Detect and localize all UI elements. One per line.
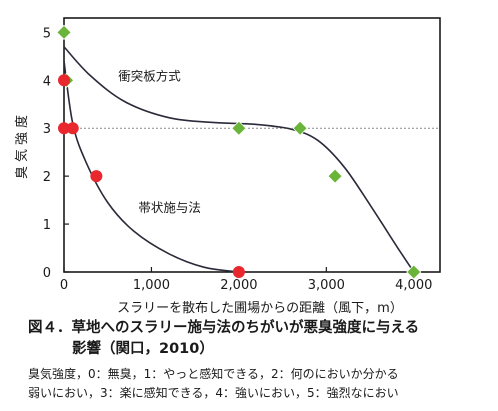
note-line-2: 弱いにおい，3：楽に感知できる，4：強いにおい，5：強烈なにおい bbox=[28, 386, 399, 400]
odor-scale-note: 臭気強度，0：無臭，1：やっと感知できる，2：何のにおいか分かる 弱いにおい，3… bbox=[28, 365, 493, 403]
point-series-0 bbox=[56, 24, 72, 40]
curve-label: 衝突板方式 bbox=[118, 68, 181, 83]
y-tick-label: 2 bbox=[43, 170, 51, 185]
data-markers bbox=[56, 24, 422, 280]
caption-line-2: 影響（関口，2010） bbox=[72, 341, 214, 357]
caption-line-1: 図４．草地へのスラリー施与法のちがいが悪臭強度に与える bbox=[28, 320, 420, 336]
curve-series-1 bbox=[63, 61, 239, 273]
y-tick-label: 1 bbox=[43, 218, 51, 233]
fitted-curves bbox=[63, 46, 415, 273]
curve-series-0 bbox=[63, 46, 415, 273]
point-series-1 bbox=[232, 266, 245, 278]
x-axis-ticks: 0 1,000 2,000 3,000 4,000 bbox=[60, 267, 432, 293]
y-tick-label: 0 bbox=[43, 266, 51, 281]
point-series-0 bbox=[292, 120, 308, 136]
x-tick-label: 4,000 bbox=[395, 278, 432, 293]
note-line-1: 臭気強度，0：無臭，1：やっと感知できる，2：何のにおいか分かる bbox=[28, 367, 399, 381]
point-series-0 bbox=[231, 120, 247, 136]
x-tick-label: 1,000 bbox=[133, 278, 170, 293]
point-series-0 bbox=[406, 264, 422, 280]
point-series-1 bbox=[90, 170, 103, 183]
x-tick-label: 3,000 bbox=[308, 278, 345, 293]
y-tick-label: 5 bbox=[43, 26, 51, 41]
y-tick-label: 3 bbox=[43, 122, 51, 137]
y-tick-label: 4 bbox=[43, 74, 51, 89]
plot-frame bbox=[63, 17, 441, 273]
x-tick-label: 2,000 bbox=[220, 278, 257, 293]
figure-caption: 図４．草地へのスラリー施与法のちがいが悪臭強度に与える 影響（関口，2010） bbox=[28, 318, 488, 360]
point-series-1 bbox=[58, 122, 70, 135]
x-axis-label: スラリーを散布した圃場からの距離（風下，m） bbox=[117, 301, 403, 316]
curve-label: 帯状施与法 bbox=[138, 200, 201, 215]
x-tick-label: 0 bbox=[60, 278, 68, 293]
point-series-1 bbox=[58, 74, 70, 87]
y-axis-label: 臭気強度 bbox=[14, 111, 30, 179]
point-series-0 bbox=[327, 168, 343, 184]
point-series-1 bbox=[66, 122, 79, 135]
